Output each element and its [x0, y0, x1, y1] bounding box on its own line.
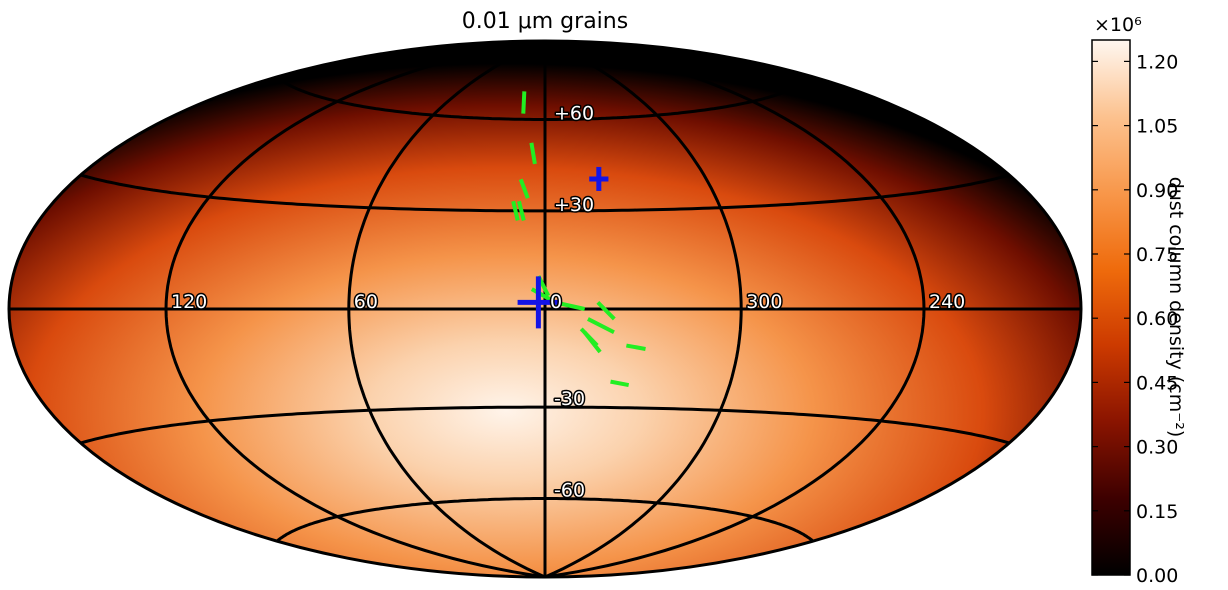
colorbar-tick-label: 0.90 — [1136, 180, 1178, 202]
longitude-label: 120 — [171, 291, 207, 313]
blue-cross-marker — [517, 276, 560, 329]
latitude-label: +60 — [554, 102, 594, 124]
colorbar-tick-label: 0.30 — [1136, 437, 1178, 459]
colorbar-tick-label: 0.75 — [1136, 244, 1178, 266]
longitude-label: 60 — [354, 291, 378, 313]
chart-title: 0.01 μm grains — [462, 9, 628, 34]
grid-labels: 120 60 0 300 240 +60 +30 -30 -60 — [169, 101, 966, 503]
colorbar-multiplier: ×10⁶ — [1094, 14, 1142, 36]
latitude-label: -30 — [554, 388, 585, 410]
longitude-label: 240 — [929, 291, 965, 313]
colorbar-tick-label: 0.60 — [1136, 308, 1178, 330]
green-segment-marker — [518, 178, 530, 199]
colorbar-tick-label: 0.45 — [1136, 372, 1178, 394]
map-border — [7, 39, 1083, 579]
colorbar-tick-label: 1.05 — [1136, 116, 1178, 138]
graticule — [9, 41, 1081, 577]
colorbar-tick-label: 0.15 — [1136, 501, 1178, 523]
colorbar-tick-label: 0.00 — [1136, 565, 1178, 587]
green-segment-marker — [582, 330, 602, 354]
green-segment-marker — [596, 300, 616, 321]
longitude-line — [164, 41, 546, 577]
green-segment-marker — [511, 200, 520, 221]
map-area — [9, 41, 1081, 577]
longitude-line — [347, 41, 546, 577]
longitude-line — [544, 41, 743, 577]
green-segment-marker — [529, 142, 537, 165]
green-segment-marker — [554, 300, 586, 311]
green-segment-marker — [610, 379, 630, 388]
colorbar-tick-label: 1.20 — [1136, 51, 1178, 73]
green-segment-marker — [587, 317, 615, 335]
markers-layer — [511, 91, 646, 388]
green-segment-marker — [626, 343, 646, 351]
longitude-label: 0 — [550, 291, 562, 313]
colorbar: 0.00 0.15 0.30 0.45 0.60 0.75 0.90 1.05 1.20 ×10… — [1091, 14, 1187, 587]
green-segment-marker — [521, 91, 527, 114]
blue-cross-marker — [589, 166, 609, 191]
latitude-label: +30 — [554, 194, 594, 216]
colorbar-bar — [1091, 39, 1131, 576]
green-segment-marker — [517, 200, 526, 221]
longitude-line — [544, 41, 926, 577]
colorbar-label: dust column density (cm⁻²) — [1165, 177, 1187, 438]
colorbar-ticks: 0.00 0.15 0.30 0.45 0.60 0.75 0.90 1.05 1.20 — [1092, 51, 1178, 587]
latitude-label: -60 — [554, 480, 585, 502]
longitude-label: 300 — [746, 291, 782, 313]
